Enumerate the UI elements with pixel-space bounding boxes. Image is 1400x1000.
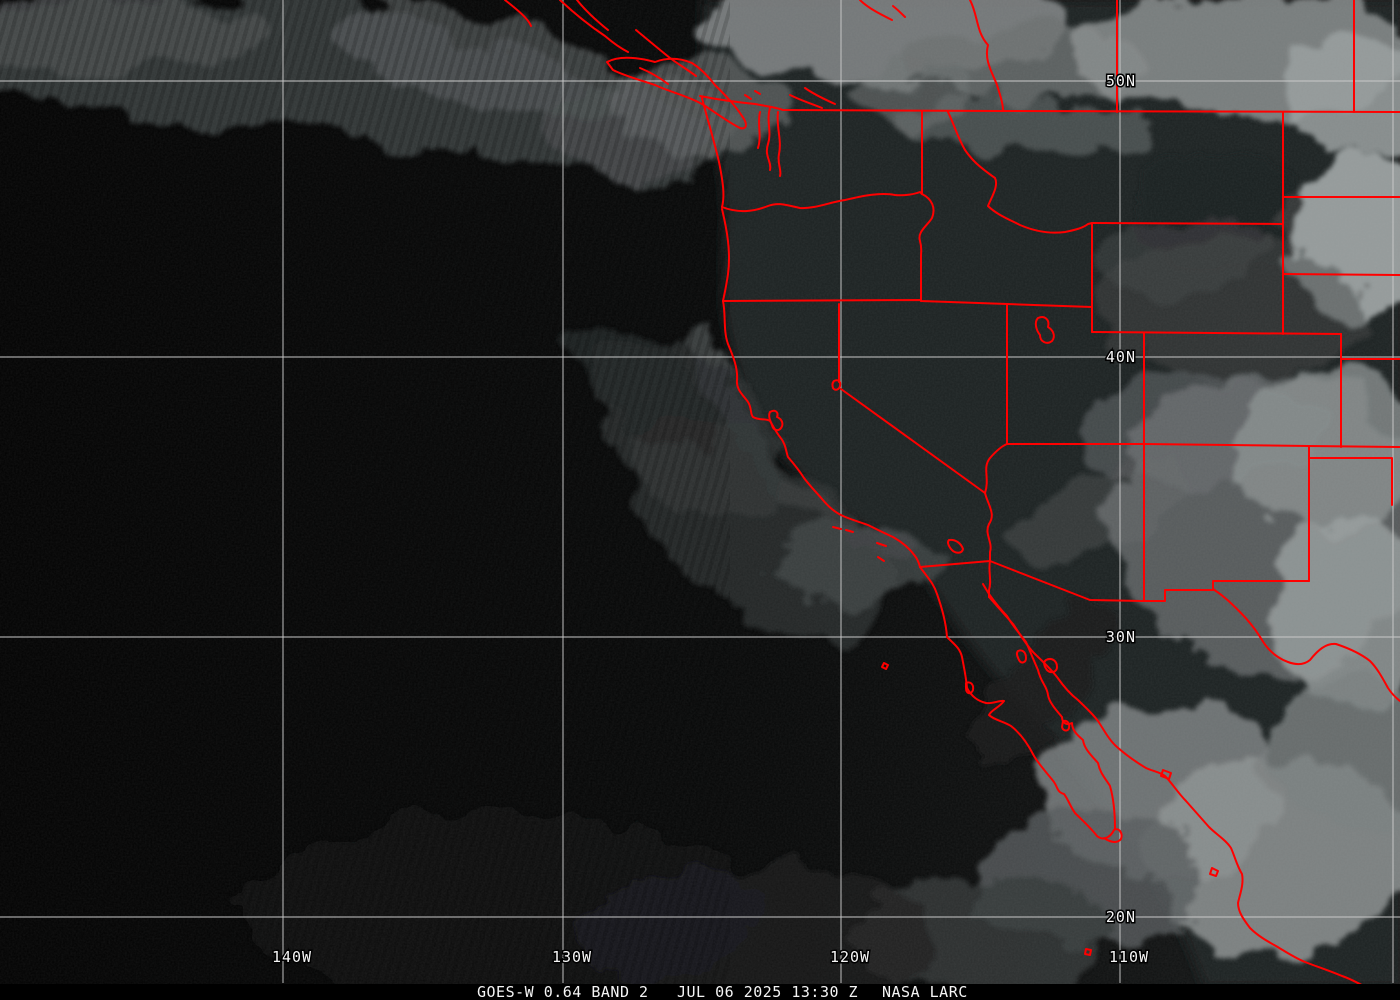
caption-bar: GOES-W 0.64 BAND 2 JUL 06 2025 13:30 Z N… [0, 983, 1400, 1000]
border-bc-fjord [504, 0, 532, 27]
border-washington-oregon [721, 191, 923, 213]
colorado-river-delta [988, 560, 992, 598]
border-bc-fjord [559, 0, 629, 53]
border-california-coast [722, 300, 921, 568]
border-oregon-coast [721, 208, 731, 302]
border-us-canada [782, 109, 1400, 113]
border-arizona-mexico [989, 560, 1144, 602]
border-california-arizona-river [984, 492, 993, 562]
latitude-label: 40N [1106, 348, 1136, 366]
border-puget-sound [744, 90, 782, 177]
caption-product: GOES-W 0.64 BAND 2 [477, 983, 649, 1000]
great-salt-lake [1034, 316, 1055, 344]
lake-tahoe [831, 379, 842, 391]
caption-datetime: JUL 06 2025 13:30 Z [677, 983, 858, 1000]
grid-label-layer: 50N 40N 30N 20N 140W 130W 120W 110W [270, 71, 1149, 968]
border-california-nevada-diagonal [840, 388, 986, 494]
border-vancouver-island-inlet [639, 67, 669, 85]
latitude-label: 50N [1106, 72, 1136, 90]
border-rio-grande [1212, 588, 1400, 702]
longitude-label: 140W [272, 948, 312, 966]
san-francisco-bay [768, 409, 784, 432]
latitude-label: 30N [1106, 628, 1136, 646]
border-layer [504, 0, 1400, 989]
latitude-label: 20N [1106, 908, 1136, 926]
cedros-island [965, 681, 975, 695]
caption-credit: NASA LARC [882, 983, 968, 1000]
longitude-label: 130W [552, 948, 592, 966]
border-41n [1091, 331, 1342, 335]
border-bc-alberta [969, 0, 1004, 112]
gulf-islands [1015, 649, 1071, 732]
sinaloa-lagoon [1160, 769, 1219, 877]
channel-islands [832, 526, 887, 562]
socorro-island [1084, 948, 1092, 956]
longitude-label: 110W [1109, 948, 1149, 966]
border-newmexico-mexico [1142, 589, 1214, 602]
border-idaho-montana [947, 111, 1093, 234]
border-vancouver-island [606, 56, 747, 130]
longitude-label: 120W [830, 948, 870, 966]
border-california-mexico [919, 560, 991, 568]
border-newmexico-texas-32n [1212, 580, 1310, 590]
border-washington-coast [701, 97, 725, 208]
salton-sea [946, 538, 964, 554]
border-bc-fjord [859, 0, 906, 21]
border-strait-juan-de-fuca [699, 95, 784, 111]
border-mexico-gulf-coast [988, 596, 1368, 989]
border-37n [1006, 443, 1400, 448]
caption-background [0, 984, 1400, 1000]
border-montana-wyoming [1091, 222, 1284, 225]
guadalupe-island [881, 662, 889, 670]
border-oregon-idaho [918, 193, 935, 302]
border-baja-west-coast [919, 566, 1123, 843]
border-bc-inlet [789, 87, 836, 109]
border-southdakota-nebraska [1282, 273, 1400, 276]
border-nevada-arizona-river [984, 443, 1008, 494]
